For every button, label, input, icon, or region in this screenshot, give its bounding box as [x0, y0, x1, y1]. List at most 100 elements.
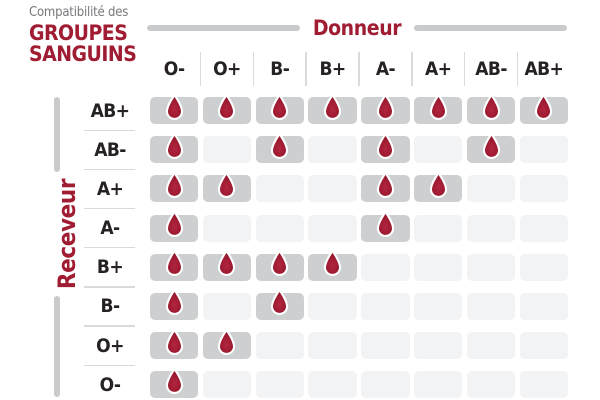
matrix-cell: [519, 136, 568, 164]
matrix-cell: [202, 328, 252, 360]
matrix-cell: [414, 292, 463, 320]
matrix-cell: [414, 214, 463, 242]
receiver-row-label: O-: [99, 373, 121, 396]
blood-drop-icon: [218, 93, 236, 120]
blood-drop-icon: [376, 132, 394, 159]
matrix-cell: [150, 93, 199, 124]
matrix-cell: [308, 371, 357, 399]
matrix-cell: [255, 332, 304, 360]
matrix-cell: [202, 214, 252, 242]
title-line-1: GROUPES: [29, 21, 128, 45]
matrix-cell: [150, 132, 199, 164]
blood-drop-icon: [376, 211, 394, 238]
donor-col-header: B+: [305, 52, 356, 86]
blood-drop-icon: [429, 93, 447, 120]
matrix-cell: [150, 171, 199, 203]
receiver-axis-line-top: [54, 97, 60, 172]
donor-axis-line-right: [414, 25, 567, 31]
matrix-cell: [202, 93, 252, 124]
matrix-cell: [255, 132, 304, 164]
matrix-cell: [308, 175, 357, 203]
matrix-cell: [414, 371, 463, 399]
matrix-cell: [519, 175, 568, 203]
matrix-cell: [414, 253, 463, 281]
matrix-cell: [519, 371, 568, 399]
matrix-cell: [519, 292, 568, 320]
matrix-cell: [255, 250, 304, 281]
donor-col-header: O+: [199, 52, 251, 86]
title-line-2: SANGUINS: [29, 42, 137, 66]
matrix-cell: [308, 93, 357, 124]
matrix-cell: [466, 292, 516, 320]
donor-axis-label: Donneur: [312, 15, 402, 40]
matrix-cell: [150, 328, 199, 360]
matrix-cell: [466, 332, 516, 360]
donor-col-header: AB+: [516, 52, 568, 86]
receiver-row-label: A+: [84, 175, 135, 210]
donor-col-header: O-: [163, 58, 185, 80]
matrix-cell: [519, 93, 568, 124]
matrix-cell: [466, 132, 516, 164]
matrix-cell: [361, 292, 410, 320]
matrix-cell: [308, 136, 357, 164]
matrix-cell: [361, 371, 410, 399]
matrix-cell: [466, 175, 516, 203]
matrix-cell: [466, 214, 516, 242]
blood-drop-icon: [323, 93, 342, 120]
receiver-row-label: B-: [84, 293, 135, 327]
blood-drop-icon: [165, 132, 183, 159]
matrix-cell: [414, 332, 463, 360]
blood-drop-icon: [535, 93, 553, 120]
matrix-cell: [414, 93, 463, 124]
matrix-cell: [414, 171, 463, 203]
matrix-cell: [466, 253, 516, 281]
matrix-cell: [361, 332, 410, 360]
matrix-cell: [202, 371, 252, 399]
receiver-row-labels: AB+ AB- A+ A- B+ B- O+ O-: [84, 97, 135, 398]
donor-col-headers: O- O+ B- B+ A- A+ AB- AB+: [150, 52, 568, 86]
donor-col-header: A+: [411, 52, 462, 86]
matrix-cell: [361, 171, 410, 203]
matrix-cell: [255, 175, 304, 203]
blood-drop-icon: [482, 132, 500, 159]
blood-drop-icon: [218, 171, 236, 198]
title-kicker: Compatibilité des: [29, 5, 129, 20]
blood-drop-icon: [165, 171, 183, 198]
donor-axis-line-left: [147, 25, 300, 31]
matrix-cell: [308, 292, 357, 320]
blood-drop-icon: [165, 328, 183, 355]
blood-drop-icon: [218, 250, 236, 277]
matrix-cell: [255, 214, 304, 242]
title-block: Compatibilité des GROUPES SANGUINS: [29, 5, 137, 66]
matrix-cell: [202, 136, 252, 164]
blood-drop-icon: [271, 93, 289, 120]
blood-drop-icon: [323, 250, 342, 277]
receiver-row-label: AB+: [84, 97, 135, 131]
receiver-row-label: B+: [84, 254, 135, 288]
donor-col-header: A-: [358, 52, 409, 86]
matrix-cell: [150, 367, 199, 399]
matrix-cell: [361, 93, 410, 124]
matrix-cell: [466, 93, 516, 124]
donor-axis: Donneur: [147, 16, 567, 40]
blood-drop-icon: [376, 171, 394, 198]
matrix-cell: [255, 289, 304, 320]
matrix-cell: [519, 332, 568, 360]
matrix-cell: [361, 253, 410, 281]
donor-col-header: B-: [252, 52, 304, 86]
receiver-row-label: A-: [84, 215, 135, 249]
blood-drop-icon: [218, 328, 236, 355]
matrix-cell: [150, 250, 199, 281]
blood-drop-icon: [429, 171, 447, 198]
receiver-row-label: O+: [84, 332, 135, 367]
matrix-cell: [202, 171, 252, 203]
matrix-cell: [308, 332, 357, 360]
receiver-axis-line-bottom: [54, 296, 60, 397]
blood-drop-icon: [482, 93, 500, 120]
matrix-cell: [519, 214, 568, 242]
matrix-cell: [361, 132, 410, 164]
blood-drop-icon: [376, 93, 394, 120]
matrix-cell: [150, 289, 199, 320]
matrix-cell: [466, 371, 516, 399]
